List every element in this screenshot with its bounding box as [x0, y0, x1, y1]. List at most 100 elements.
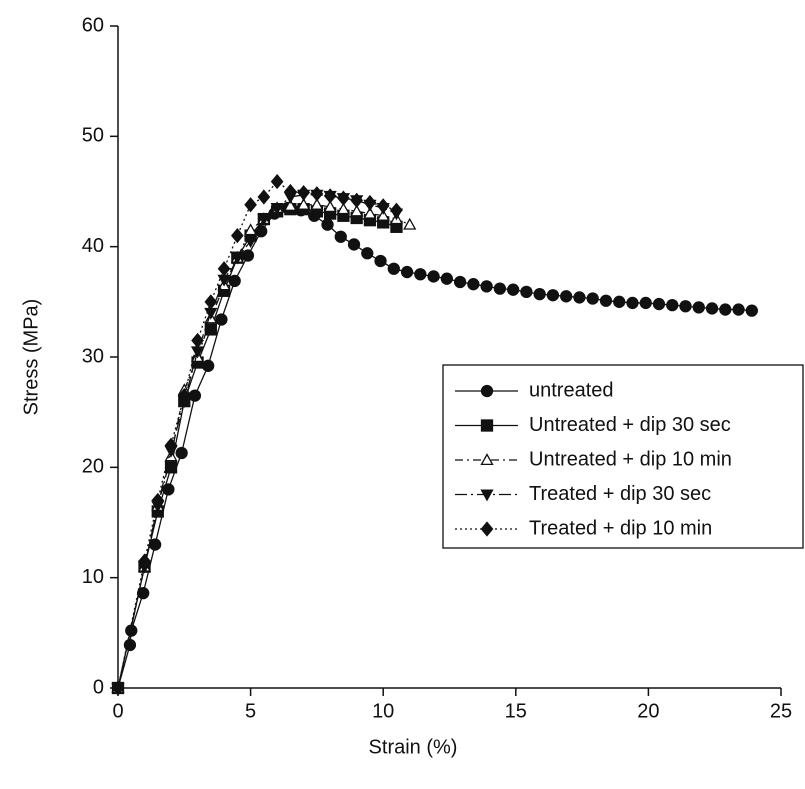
marker	[337, 190, 350, 206]
legend-label: Untreated + dip 30 sec	[529, 414, 731, 436]
marker	[111, 680, 125, 696]
legend-label: untreated	[529, 379, 614, 401]
marker	[215, 313, 228, 326]
marker	[257, 189, 271, 205]
marker	[244, 197, 257, 213]
marker	[493, 282, 507, 295]
marker	[217, 261, 231, 277]
marker	[334, 230, 347, 243]
marker	[297, 184, 310, 201]
marker	[350, 192, 364, 208]
marker	[692, 301, 705, 314]
marker	[283, 199, 297, 211]
y-tick-label: 20	[82, 456, 104, 478]
marker	[241, 249, 255, 262]
x-tick-label: 10	[372, 700, 394, 722]
legend-marker	[480, 384, 494, 398]
legend-marker	[480, 521, 494, 537]
marker	[506, 283, 520, 296]
marker	[363, 206, 377, 219]
marker	[297, 197, 311, 210]
marker	[164, 437, 178, 453]
marker	[202, 359, 215, 372]
legend-marker	[480, 489, 494, 502]
marker	[191, 332, 204, 349]
marker	[310, 197, 324, 210]
marker	[228, 274, 241, 288]
marker	[363, 194, 377, 211]
marker	[321, 218, 334, 231]
marker	[387, 262, 400, 275]
y-tick-label: 10	[82, 566, 104, 588]
marker	[347, 238, 361, 251]
marker	[467, 278, 480, 291]
marker	[390, 202, 403, 218]
marker	[613, 295, 626, 308]
y-axis-title: Stress (MPa)	[20, 299, 42, 416]
y-tick-label: 30	[82, 345, 104, 367]
y-tick-label: 60	[82, 14, 104, 36]
y-tick-label: 50	[82, 125, 104, 147]
legend-label: Treated + dip 30 sec	[529, 483, 711, 505]
marker	[546, 289, 560, 302]
x-tick-label: 20	[637, 700, 659, 722]
marker	[151, 492, 165, 509]
x-tick-label: 5	[245, 700, 256, 722]
marker	[705, 302, 719, 315]
marker	[414, 268, 427, 281]
marker	[374, 254, 387, 268]
marker	[323, 200, 337, 212]
marker	[626, 296, 639, 310]
series-line	[117, 208, 397, 689]
marker	[243, 223, 258, 236]
marker	[175, 446, 188, 460]
series-line	[117, 204, 410, 689]
y-tick-label: 0	[93, 676, 104, 698]
marker	[376, 208, 390, 221]
legend-marker	[480, 453, 494, 466]
marker	[400, 265, 414, 279]
x-tick-label: 25	[770, 700, 792, 722]
marker	[639, 296, 652, 310]
marker	[350, 204, 364, 217]
marker	[204, 294, 218, 310]
marker	[719, 303, 732, 316]
legend-label: Untreated + dip 10 min	[529, 448, 732, 470]
marker	[403, 217, 417, 230]
marker	[732, 303, 745, 316]
y-tick-label: 40	[82, 235, 104, 257]
marker	[533, 287, 546, 301]
marker	[480, 280, 493, 293]
marker	[204, 323, 217, 336]
marker	[284, 183, 297, 200]
marker	[323, 188, 337, 204]
legend-box	[442, 364, 804, 549]
marker	[453, 275, 467, 289]
marker	[243, 236, 258, 248]
marker	[599, 294, 613, 307]
marker	[427, 270, 440, 283]
marker	[560, 290, 573, 303]
marker	[270, 173, 284, 190]
series-line	[117, 180, 397, 689]
marker	[336, 202, 351, 215]
marker	[138, 553, 151, 569]
marker	[666, 298, 679, 312]
marker	[257, 214, 271, 226]
marker	[270, 202, 284, 215]
marker	[376, 198, 390, 214]
marker	[310, 186, 324, 202]
x-axis-title: Strain (%)	[369, 736, 458, 758]
marker	[586, 292, 599, 305]
marker	[573, 291, 586, 304]
marker	[361, 247, 374, 260]
x-tick-label: 15	[505, 700, 527, 722]
marker	[679, 300, 692, 313]
marker	[652, 297, 666, 311]
marker	[520, 285, 533, 299]
marker	[440, 272, 453, 285]
x-tick-label: 0	[112, 700, 123, 722]
legend-label: Treated + dip 10 min	[529, 517, 712, 539]
marker	[230, 252, 244, 265]
